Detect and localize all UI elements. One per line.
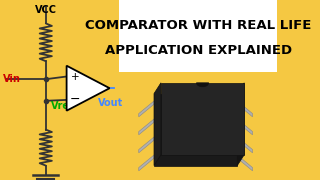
Text: COMPARATOR WITH REAL LIFE: COMPARATOR WITH REAL LIFE: [85, 19, 312, 32]
Text: Vin: Vin: [3, 74, 21, 84]
Polygon shape: [237, 83, 244, 166]
Polygon shape: [139, 155, 154, 171]
Polygon shape: [67, 66, 110, 111]
Text: Vref: Vref: [51, 101, 75, 111]
Polygon shape: [161, 83, 244, 155]
Text: VCC: VCC: [35, 5, 57, 15]
Polygon shape: [154, 94, 237, 166]
Polygon shape: [139, 101, 154, 117]
Text: APPLICATION EXPLAINED: APPLICATION EXPLAINED: [105, 44, 292, 57]
Wedge shape: [196, 83, 209, 87]
Polygon shape: [237, 119, 252, 135]
Polygon shape: [139, 119, 154, 135]
Text: −: −: [70, 93, 80, 106]
Polygon shape: [237, 101, 252, 117]
Polygon shape: [154, 83, 161, 166]
Polygon shape: [139, 137, 154, 153]
Text: Vout: Vout: [98, 98, 124, 108]
Text: +: +: [71, 71, 79, 82]
Polygon shape: [237, 137, 252, 153]
FancyBboxPatch shape: [119, 0, 277, 72]
Polygon shape: [237, 155, 252, 171]
